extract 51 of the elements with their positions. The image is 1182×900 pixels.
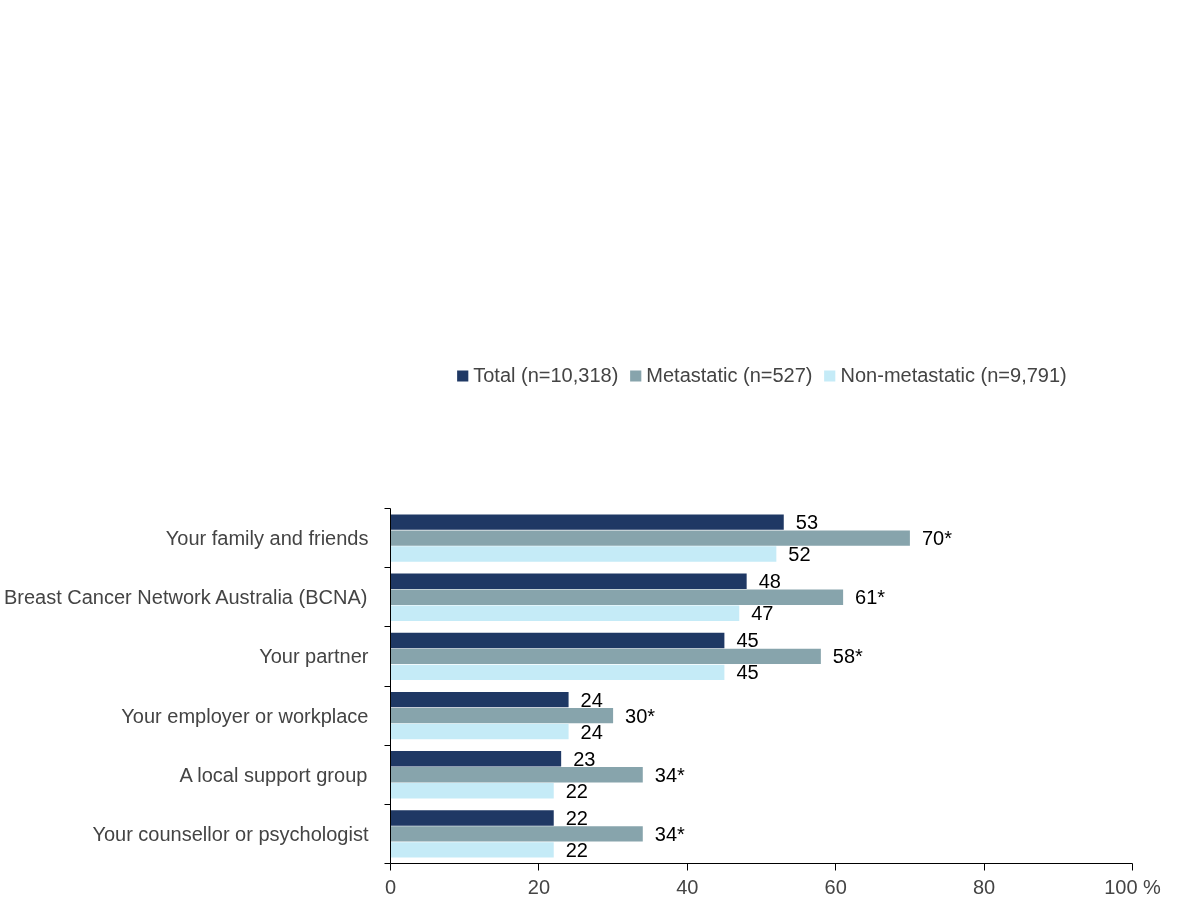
data-label: 24 [580, 720, 603, 743]
x-tick-label: 60 [824, 875, 847, 898]
bar [390, 691, 569, 708]
data-label: 45 [736, 661, 759, 684]
bar [390, 783, 554, 799]
data-label: 53 [795, 511, 819, 534]
data-label: 45 [736, 629, 759, 652]
data-label: 58* [832, 645, 864, 668]
bar [390, 605, 740, 621]
y-tick-label: A local support group [179, 763, 368, 786]
data-label: 61* [855, 586, 886, 609]
data-label: 52 [788, 543, 811, 566]
bar [390, 514, 784, 530]
bar [390, 546, 777, 562]
x-tick-label: 40 [676, 875, 699, 898]
data-label: 23 [573, 747, 596, 770]
data-label: 22 [565, 838, 588, 861]
bar [390, 723, 569, 740]
x-tick-label: 80 [972, 875, 996, 898]
data-label: 30* [625, 704, 656, 727]
y-tick-label: Your family and friends [165, 527, 369, 550]
y-tick-label: Breast Cancer Network Australia (BCNA) [3, 586, 368, 609]
bar [390, 664, 725, 681]
data-label: 34* [654, 822, 686, 845]
bar [390, 573, 747, 589]
bar [390, 826, 643, 842]
data-label: 22 [565, 806, 588, 829]
data-label: 70* [921, 527, 953, 550]
x-tick-label: 20 [527, 875, 551, 898]
y-tick-label: Your counsellor or psychologist [92, 822, 369, 845]
y-tick-label: Your employer or workplace [121, 704, 369, 727]
data-label: 24 [580, 688, 603, 711]
bar [390, 767, 643, 783]
legend-label: Non-metastatic (n=9,791) [840, 363, 1067, 387]
bar [390, 751, 562, 767]
bar [390, 648, 821, 665]
x-tick-label: 0 [384, 875, 397, 898]
legend-label: Metastatic (n=527) [646, 363, 813, 387]
bar [390, 530, 910, 546]
bar [390, 589, 844, 605]
legend-label: Total (n=10,318) [473, 363, 619, 387]
bar [390, 842, 554, 858]
y-tick-label: Your partner [259, 645, 369, 668]
bar [390, 632, 725, 649]
x-tick-label: 100 % [1104, 875, 1162, 898]
data-label: 22 [565, 779, 588, 802]
data-label: 34* [654, 763, 686, 786]
data-label: 47 [751, 602, 774, 625]
bar [390, 707, 614, 724]
bar [390, 810, 554, 826]
data-label: 48 [758, 570, 781, 593]
